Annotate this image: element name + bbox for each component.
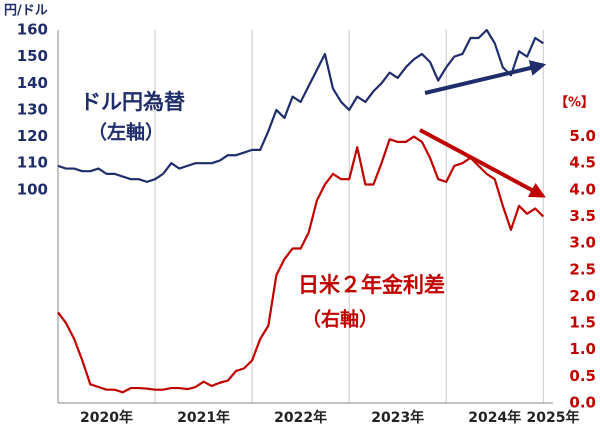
annotation: （右軸）	[302, 308, 378, 331]
x-tick-label: 2025年	[527, 409, 580, 426]
y2-tick-label: 1.0	[569, 340, 596, 358]
x-tick-label: 2022年	[274, 409, 327, 426]
y2-tick-label: 4.0	[569, 180, 596, 198]
y2-tick-label: 3.5	[569, 207, 596, 225]
trend-arrow	[419, 128, 546, 198]
unit-label: 【%】	[555, 95, 594, 111]
y2-tick-label: 1.5	[569, 314, 596, 332]
annotation: ドル円為替	[80, 90, 185, 114]
data-line	[57, 28, 544, 183]
trend-arrow	[424, 60, 547, 95]
y2-tick-label: 0.5	[569, 367, 596, 385]
y2-tick-label: 0.0	[569, 394, 596, 412]
annotation: 日米２年金利差	[298, 273, 445, 297]
y-tick-label: 130	[17, 100, 48, 118]
y2-tick-label: 5.0	[569, 127, 596, 145]
x-tick-label: 2021年	[177, 409, 230, 426]
y-tick-label: 110	[17, 154, 48, 172]
x-tick-label: 2024年	[468, 409, 521, 426]
y2-tick-label: 4.5	[569, 154, 596, 172]
y-tick-label: 100	[17, 180, 48, 198]
y-tick-label: 150	[17, 47, 48, 65]
y2-tick-label: 3.0	[569, 234, 596, 252]
x-tick-label: 2023年	[371, 409, 424, 426]
annotation: （左軸）	[88, 121, 164, 144]
y-tick-label: 120	[17, 127, 48, 145]
y-tick-label: 160	[17, 21, 48, 39]
y2-tick-label: 2.0	[569, 287, 596, 305]
unit-label: 円/ドル	[4, 4, 48, 19]
y-tick-label: 140	[17, 74, 48, 92]
y2-tick-label: 2.5	[569, 260, 596, 278]
x-tick-label: 2020年	[80, 409, 133, 426]
data-line	[57, 135, 545, 394]
